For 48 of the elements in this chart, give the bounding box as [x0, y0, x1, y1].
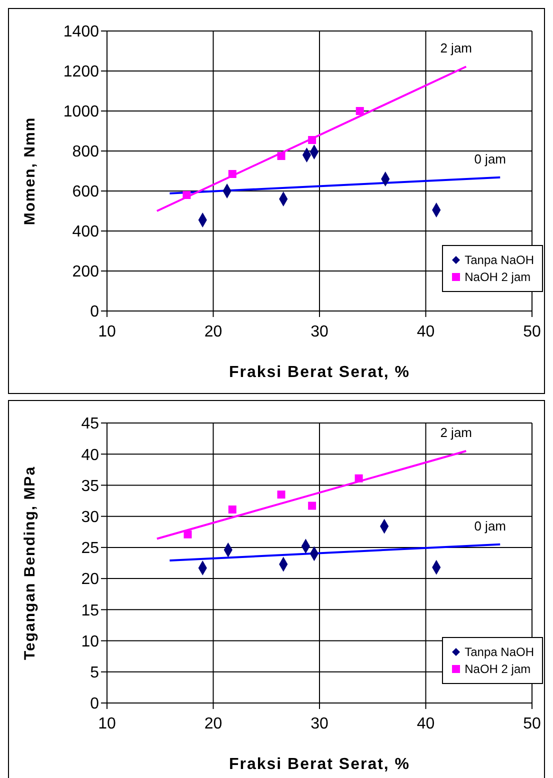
- point: [354, 474, 363, 482]
- y-tick-label: 400: [72, 224, 100, 241]
- x-tick-label: 50: [523, 323, 541, 340]
- y-tick-label: 1200: [63, 64, 100, 81]
- y-tick-label: 600: [72, 184, 100, 201]
- series-label: 2 jam: [440, 425, 472, 440]
- y-tick-label: 200: [72, 264, 100, 281]
- y-tick-label: 1400: [63, 24, 100, 41]
- y-axis-title: Tegangan Bending, MPa: [21, 466, 38, 660]
- legend-label: NaOH 2 jam: [464, 270, 531, 284]
- y-tick-label: 1000: [63, 104, 100, 121]
- y-tick-label: 35: [81, 478, 100, 495]
- x-tick-label: 40: [416, 715, 435, 732]
- y-tick-label: 10: [81, 633, 100, 650]
- point: [277, 152, 286, 160]
- y-tick-label: 40: [81, 446, 100, 464]
- y-tick-label: 20: [81, 571, 100, 588]
- y-tick-label: 0: [90, 304, 100, 321]
- y-tick-label: 25: [81, 540, 100, 558]
- series-label: 0 jam: [474, 518, 506, 534]
- point: [228, 170, 236, 178]
- point: [356, 107, 364, 115]
- point: [184, 530, 192, 538]
- series-label: 0 jam: [474, 151, 506, 166]
- point: [308, 136, 316, 144]
- y-axis-title: Momen, Nmm: [21, 116, 38, 226]
- x-tick-label: 20: [204, 323, 222, 340]
- x-tick-label: 40: [416, 323, 435, 340]
- legend-label: NaOH 2 jam: [464, 662, 531, 676]
- point: [228, 505, 236, 514]
- x-tick-label: 30: [310, 715, 328, 732]
- x-tick-label: 20: [204, 715, 222, 732]
- x-tick-label: 30: [310, 323, 328, 340]
- y-tick-label: 0: [90, 696, 100, 713]
- point: [277, 490, 286, 499]
- x-axis-title: Fraksi Berat Serat, %: [228, 364, 410, 381]
- y-tick-label: 800: [72, 144, 100, 161]
- point: [308, 502, 316, 510]
- x-axis-title: Fraksi Berat Serat, %: [228, 756, 410, 773]
- legend-label: Tanpa NaOH: [464, 253, 534, 267]
- series-label: 2 jam: [440, 40, 472, 56]
- y-tick-label: 30: [81, 509, 100, 526]
- y-tick-label: 5: [90, 664, 100, 682]
- point: [182, 191, 191, 199]
- y-tick-label: 15: [81, 602, 100, 620]
- x-tick-label: 50: [523, 715, 541, 732]
- legend-label: Tanpa NaOH: [464, 645, 534, 659]
- y-tick-label: 45: [81, 416, 100, 433]
